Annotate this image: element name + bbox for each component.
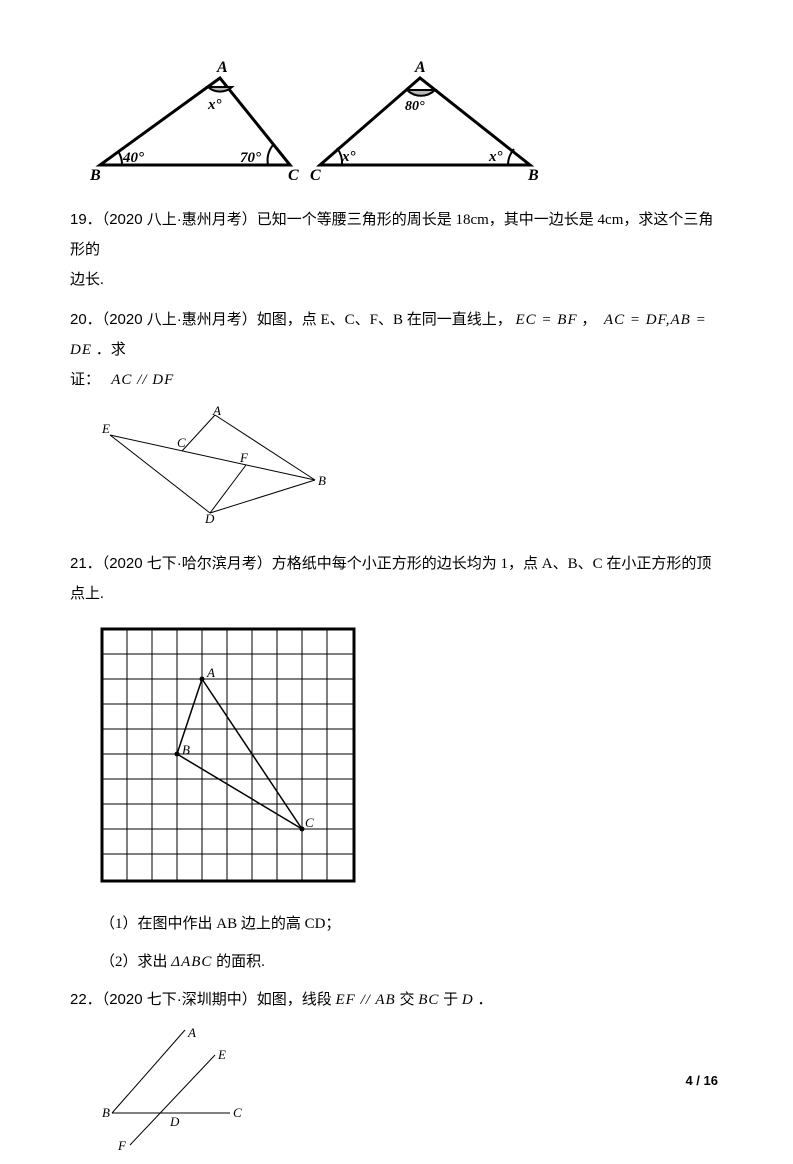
d22-A: A — [187, 1025, 196, 1040]
q22-text1: 如图，线段 — [257, 992, 336, 1008]
q22-diagram: A B C D E F — [100, 1025, 723, 1164]
q21-sub1: （1）在图中作出 AB 边上的高 CD； — [100, 909, 723, 939]
q20-src: （2020 八上·惠州月考） — [102, 311, 257, 328]
q19-src: （2020 八上·惠州月考） — [102, 211, 257, 228]
q18-figure-row: A B C x° 40° 70° A C B 80° x° x° — [90, 60, 723, 190]
page-current: 4 — [685, 1073, 692, 1088]
page-footer: 4 / 16 — [685, 1068, 718, 1094]
angle-70: 70° — [240, 150, 261, 166]
label-C2: C — [310, 167, 321, 184]
question-22: 22．（2020 七下·深圳期中）如图，线段 EF // AB 交 BC 于 D… — [70, 985, 723, 1015]
lbl-C: C — [177, 435, 186, 450]
q22-text3: 于 — [439, 992, 462, 1008]
q22-src: （2020 七下·深圳期中） — [102, 991, 257, 1008]
q20-diagram: E A C F B D — [100, 405, 723, 534]
q19-text2: 边长. — [70, 265, 723, 295]
q22-text2: 交 — [396, 992, 419, 1008]
question-19: 19．（2020 八上·惠州月考）已知一个等腰三角形的周长是 18cm，其中一边… — [70, 205, 723, 295]
label-A: A — [216, 60, 228, 76]
triangle-left: A B C x° 40° 70° — [90, 60, 300, 190]
lbl-A: A — [212, 405, 221, 418]
page-total: 16 — [704, 1073, 718, 1088]
q20-num: 20． — [70, 311, 102, 328]
label-B: B — [90, 167, 101, 184]
label-B2: B — [527, 167, 539, 184]
q20-comma: ， — [581, 312, 596, 328]
lbl-D: D — [204, 511, 215, 523]
triangle-right: A C B 80° x° x° — [310, 60, 545, 190]
angle-x: x° — [207, 97, 222, 113]
q21-num: 21． — [70, 555, 102, 572]
q22-eq1: EF // AB — [336, 992, 396, 1008]
page-sep: / — [693, 1073, 704, 1088]
angle-xb: x° — [488, 149, 503, 165]
lbl-B: B — [318, 473, 326, 488]
q22-text4: ． — [474, 992, 493, 1008]
angle-80: 80° — [405, 99, 425, 114]
q21-sub2c: 的面积. — [212, 954, 265, 970]
q21-sub2b: ΔABC — [171, 954, 212, 970]
q19-num: 19． — [70, 211, 102, 228]
d22-C: C — [233, 1105, 242, 1120]
q20-text3: 证： — [70, 372, 100, 388]
d22-B: B — [102, 1105, 110, 1120]
label-A2: A — [414, 60, 426, 76]
angle-40: 40° — [122, 150, 144, 166]
q20-text2: ．求 — [96, 342, 126, 358]
lbl-E: E — [101, 421, 110, 436]
grid-B: B — [182, 742, 190, 757]
label-C: C — [288, 167, 299, 184]
q21-grid: A B C — [100, 627, 723, 894]
question-21: 21．（2020 七下·哈尔滨月考）方格纸中每个小正方形的边长均为 1，点 A、… — [70, 549, 723, 609]
q20-eq3: AC // DF — [111, 372, 174, 388]
lbl-F: F — [239, 450, 249, 465]
q20-eq1: EC = BF — [516, 312, 578, 328]
q21-src: （2020 七下·哈尔滨月考） — [102, 555, 272, 572]
q20-text1: 如图，点 E、C、F、B 在同一直线上， — [257, 312, 512, 328]
question-20: 20．（2020 八上·惠州月考）如图，点 E、C、F、B 在同一直线上， EC… — [70, 305, 723, 395]
q21-sub2a: （2）求出 — [100, 954, 171, 970]
q22-eq2: BC — [418, 992, 439, 1008]
q21-sub2: （2）求出 ΔABC 的面积. — [100, 947, 723, 977]
d22-F: F — [117, 1138, 127, 1153]
grid-A: A — [206, 665, 215, 680]
angle-xc: x° — [341, 149, 356, 165]
q22-num: 22． — [70, 991, 102, 1008]
grid-C: C — [305, 815, 314, 830]
q22-eq3: D — [462, 992, 474, 1008]
d22-E: E — [217, 1047, 226, 1062]
